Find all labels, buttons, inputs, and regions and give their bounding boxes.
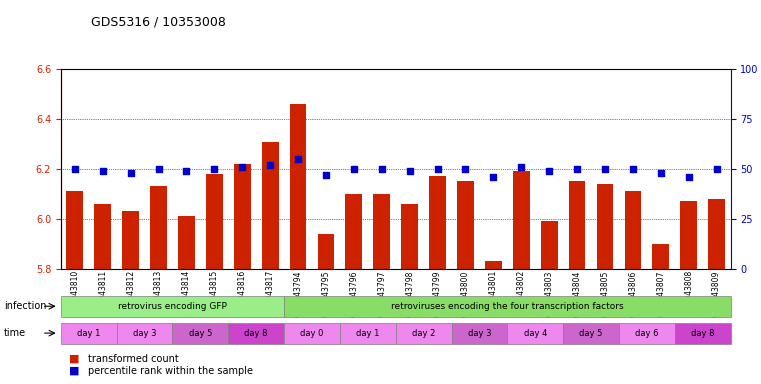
Point — [627, 166, 639, 172]
Text: retroviruses encoding the four transcription factors: retroviruses encoding the four transcrip… — [391, 302, 624, 311]
Point — [264, 162, 276, 168]
Text: day 0: day 0 — [301, 329, 323, 338]
Point — [487, 174, 499, 180]
Point — [97, 168, 109, 174]
Text: day 3: day 3 — [468, 329, 491, 338]
Text: day 3: day 3 — [133, 329, 156, 338]
Bar — [652, 244, 669, 269]
Bar — [541, 221, 558, 269]
Text: percentile rank within the sample: percentile rank within the sample — [88, 366, 253, 376]
Point — [403, 168, 416, 174]
Text: time: time — [4, 328, 26, 338]
Bar — [178, 216, 195, 269]
Bar — [94, 204, 111, 269]
Bar — [513, 171, 530, 269]
Text: day 4: day 4 — [524, 329, 547, 338]
Text: GDS5316 / 10353008: GDS5316 / 10353008 — [91, 15, 226, 28]
Text: day 5: day 5 — [189, 329, 212, 338]
Point — [348, 166, 360, 172]
Point — [543, 168, 556, 174]
Bar — [457, 181, 474, 269]
Point — [460, 166, 472, 172]
Text: day 5: day 5 — [579, 329, 603, 338]
Bar — [234, 164, 250, 269]
Point — [236, 164, 248, 170]
Bar — [317, 234, 334, 269]
Point — [711, 166, 723, 172]
Point — [152, 166, 164, 172]
Point — [180, 168, 193, 174]
Point — [683, 174, 695, 180]
Point — [320, 172, 332, 178]
Point — [431, 166, 444, 172]
Point — [515, 164, 527, 170]
Text: day 8: day 8 — [691, 329, 715, 338]
Point — [599, 166, 611, 172]
Bar — [150, 186, 167, 269]
Point — [571, 166, 583, 172]
Text: day 1: day 1 — [356, 329, 380, 338]
Text: transformed count: transformed count — [88, 354, 178, 364]
Text: ■: ■ — [68, 354, 79, 364]
Text: day 1: day 1 — [77, 329, 100, 338]
Point — [292, 156, 304, 162]
Bar — [485, 261, 501, 269]
Point — [125, 170, 137, 176]
Text: retrovirus encoding GFP: retrovirus encoding GFP — [118, 302, 227, 311]
Bar — [374, 194, 390, 269]
Text: day 8: day 8 — [244, 329, 268, 338]
Bar — [568, 181, 585, 269]
Bar — [625, 191, 642, 269]
Bar — [597, 184, 613, 269]
Bar — [66, 191, 83, 269]
Point — [68, 166, 81, 172]
Bar — [345, 194, 362, 269]
Point — [376, 166, 388, 172]
Text: day 6: day 6 — [635, 329, 658, 338]
Bar — [708, 199, 725, 269]
Text: ■: ■ — [68, 366, 79, 376]
Bar — [123, 211, 139, 269]
Bar — [429, 176, 446, 269]
Bar — [680, 201, 697, 269]
Bar — [262, 141, 279, 269]
Text: day 2: day 2 — [412, 329, 435, 338]
Bar — [206, 174, 223, 269]
Bar — [290, 104, 307, 269]
Text: infection: infection — [4, 301, 46, 311]
Bar — [401, 204, 418, 269]
Point — [209, 166, 221, 172]
Point — [654, 170, 667, 176]
